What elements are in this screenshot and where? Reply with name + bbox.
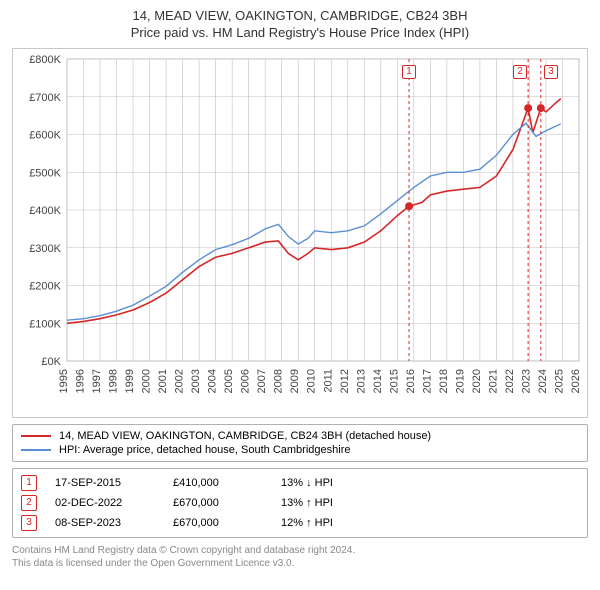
table-row: 3 08-SEP-2023 £670,000 12% ↑ HPI: [21, 513, 579, 533]
sale-marker-icon: 1: [21, 475, 37, 491]
chart-plot: £0K £100K £200K £300K £400K £500K £600K £700K £8…: [12, 48, 588, 418]
table-row: 2 02-DEC-2022 £670,000 13% ↑ HPI: [21, 493, 579, 513]
sale-marker-icon: 2: [21, 495, 37, 511]
sale-vs-hpi: 13% ↓ HPI: [281, 477, 371, 489]
sale-vs-hpi: 12% ↑ HPI: [281, 517, 371, 529]
svg-text:£500K: £500K: [29, 167, 61, 179]
title-block: 14, MEAD VIEW, OAKINGTON, CAMBRIDGE, CB2…: [12, 8, 588, 42]
plot-sale-marker-icon: 1: [402, 65, 416, 79]
svg-text:2017: 2017: [421, 369, 433, 393]
legend-label: HPI: Average price, detached house, Sout…: [59, 444, 350, 456]
svg-text:2015: 2015: [388, 369, 400, 393]
table-row: 1 17-SEP-2015 £410,000 13% ↓ HPI: [21, 473, 579, 493]
title-line-1: 14, MEAD VIEW, OAKINGTON, CAMBRIDGE, CB2…: [12, 8, 588, 25]
sale-price: £670,000: [173, 497, 263, 509]
svg-text:1995: 1995: [58, 369, 70, 393]
sale-price: £670,000: [173, 517, 263, 529]
svg-text:2001: 2001: [157, 369, 169, 393]
sale-date: 02-DEC-2022: [55, 497, 155, 509]
svg-text:2022: 2022: [504, 369, 516, 393]
svg-text:2025: 2025: [553, 369, 565, 393]
svg-text:2011: 2011: [322, 369, 334, 393]
svg-text:2024: 2024: [537, 369, 549, 393]
svg-text:2012: 2012: [339, 369, 351, 393]
title-line-2: Price paid vs. HM Land Registry's House …: [12, 25, 588, 42]
svg-text:2007: 2007: [256, 369, 268, 393]
svg-text:2026: 2026: [570, 369, 582, 393]
legend: 14, MEAD VIEW, OAKINGTON, CAMBRIDGE, CB2…: [12, 424, 588, 462]
svg-text:2016: 2016: [405, 369, 417, 393]
sale-price: £410,000: [173, 477, 263, 489]
svg-text:2002: 2002: [174, 369, 186, 393]
svg-text:1998: 1998: [108, 369, 120, 393]
svg-text:1997: 1997: [91, 369, 103, 393]
svg-text:2004: 2004: [207, 369, 219, 393]
legend-swatch: [21, 435, 51, 437]
svg-text:1996: 1996: [75, 369, 87, 393]
legend-swatch: [21, 449, 51, 451]
svg-text:2019: 2019: [454, 369, 466, 393]
attribution: Contains HM Land Registry data © Crown c…: [12, 544, 588, 570]
sale-vs-hpi: 13% ↑ HPI: [281, 497, 371, 509]
svg-text:2000: 2000: [141, 369, 153, 393]
svg-text:2010: 2010: [306, 369, 318, 393]
chart-svg: £0K £100K £200K £300K £400K £500K £600K £700K £8…: [13, 49, 589, 419]
plot-sale-marker-icon: 3: [544, 65, 558, 79]
svg-text:2003: 2003: [190, 369, 202, 393]
plot-sale-marker-icon: 2: [513, 65, 527, 79]
attribution-line: This data is licensed under the Open Gov…: [12, 557, 588, 570]
svg-text:£700K: £700K: [29, 92, 61, 104]
svg-text:£800K: £800K: [29, 54, 61, 66]
sale-date: 08-SEP-2023: [55, 517, 155, 529]
svg-text:£200K: £200K: [29, 280, 61, 292]
svg-text:£300K: £300K: [29, 243, 61, 255]
svg-text:2009: 2009: [289, 369, 301, 393]
chart-container: 14, MEAD VIEW, OAKINGTON, CAMBRIDGE, CB2…: [0, 0, 600, 576]
svg-text:2008: 2008: [273, 369, 285, 393]
svg-text:2021: 2021: [487, 369, 499, 393]
svg-text:2018: 2018: [438, 369, 450, 393]
legend-row: 14, MEAD VIEW, OAKINGTON, CAMBRIDGE, CB2…: [21, 429, 579, 443]
sale-date: 17-SEP-2015: [55, 477, 155, 489]
svg-text:2013: 2013: [355, 369, 367, 393]
svg-text:£100K: £100K: [29, 318, 61, 330]
sales-table: 1 17-SEP-2015 £410,000 13% ↓ HPI 2 02-DE…: [12, 468, 588, 538]
attribution-line: Contains HM Land Registry data © Crown c…: [12, 544, 588, 557]
svg-text:2006: 2006: [240, 369, 252, 393]
svg-text:£0K: £0K: [41, 356, 61, 368]
legend-row: HPI: Average price, detached house, Sout…: [21, 443, 579, 457]
svg-text:2020: 2020: [471, 369, 483, 393]
svg-text:£600K: £600K: [29, 129, 61, 141]
svg-text:2023: 2023: [520, 369, 532, 393]
sale-marker-icon: 3: [21, 515, 37, 531]
svg-text:£400K: £400K: [29, 205, 61, 217]
svg-text:2014: 2014: [372, 369, 384, 393]
legend-label: 14, MEAD VIEW, OAKINGTON, CAMBRIDGE, CB2…: [59, 430, 431, 442]
svg-text:1999: 1999: [124, 369, 136, 393]
svg-text:2005: 2005: [223, 369, 235, 393]
